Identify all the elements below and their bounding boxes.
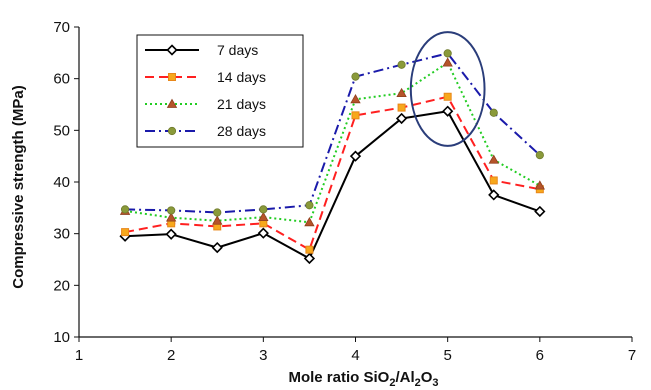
data-point xyxy=(488,154,499,164)
y-tick-label: 10 xyxy=(53,329,70,346)
data-point xyxy=(305,201,314,210)
x-title-part: /Al xyxy=(395,369,414,386)
data-point xyxy=(396,87,407,98)
x-title-sub: 2 xyxy=(389,377,395,389)
data-point xyxy=(121,228,130,237)
series-1 xyxy=(119,105,546,265)
data-point xyxy=(397,60,406,69)
data-point xyxy=(395,112,408,125)
legend: 7 days 14 days 21 days 28 days xyxy=(136,34,304,148)
data-point xyxy=(259,205,268,214)
data-point xyxy=(167,206,176,215)
legend-entry: 28 days xyxy=(145,123,266,139)
data-point xyxy=(535,151,544,160)
y-axis-title: Compressive strength (MPa) xyxy=(10,85,27,288)
data-point xyxy=(213,208,222,217)
data-point xyxy=(489,176,498,185)
x-tick-label: 3 xyxy=(259,347,267,364)
series-line xyxy=(124,95,541,251)
data-point xyxy=(488,189,500,201)
series-layer xyxy=(119,49,546,265)
series-line xyxy=(124,61,541,224)
legend-label: 28 days xyxy=(217,123,266,139)
series-4 xyxy=(120,49,544,217)
x-tick-label: 1 xyxy=(75,347,83,364)
legend-swatch-marker xyxy=(166,44,178,56)
data-point xyxy=(257,227,269,239)
data-point xyxy=(120,205,130,214)
data-point xyxy=(165,228,177,240)
data-point xyxy=(489,108,498,117)
y-tick-label: 50 xyxy=(53,122,70,139)
legend-entry: 14 days xyxy=(145,69,266,85)
data-point xyxy=(258,211,269,222)
legend-box xyxy=(136,34,304,148)
x-title-sub: 2 xyxy=(415,377,421,389)
data-point xyxy=(442,105,454,117)
data-point xyxy=(303,252,316,265)
data-point xyxy=(212,215,223,225)
data-point xyxy=(443,92,452,101)
legend-swatch-marker xyxy=(168,73,176,81)
data-point xyxy=(534,205,546,218)
legend-label: 21 days xyxy=(217,96,266,112)
data-point xyxy=(304,216,315,227)
data-point xyxy=(397,103,406,112)
data-point xyxy=(165,212,177,222)
axes: 10 20 30 40 50 60 70 1 2 3 4 5 6 7 xyxy=(53,19,636,364)
annotation-layer xyxy=(409,31,486,147)
legend-entry: 21 days xyxy=(145,96,266,112)
data-point xyxy=(442,57,453,67)
y-tick-label: 20 xyxy=(53,277,70,294)
data-point xyxy=(349,150,362,162)
x-axis-title: Mole ratio SiO2/Al2O3 xyxy=(288,369,438,389)
data-point xyxy=(305,245,314,254)
highlight-ellipse xyxy=(409,31,486,147)
series-line xyxy=(125,110,541,260)
x-title-part: Mole ratio SiO xyxy=(288,369,389,386)
x-title-sub: 3 xyxy=(432,377,438,389)
y-tick-label: 30 xyxy=(53,226,70,243)
y-tick-label: 60 xyxy=(53,71,70,88)
x-tick-label: 2 xyxy=(167,347,175,364)
legend-label: 14 days xyxy=(217,69,266,85)
legend-entry: 7 days xyxy=(145,42,258,58)
x-tick-label: 6 xyxy=(536,347,544,364)
x-title-part: O xyxy=(421,369,433,386)
x-tick-label: 7 xyxy=(628,347,636,364)
series-line xyxy=(125,52,541,214)
x-tick-label: 5 xyxy=(443,347,451,364)
data-point xyxy=(351,111,360,120)
x-tick-label: 4 xyxy=(351,347,359,364)
legend-swatch-marker xyxy=(166,98,178,108)
legend-swatch-marker xyxy=(167,126,177,136)
series-3 xyxy=(119,57,546,227)
data-point xyxy=(211,241,223,254)
data-point xyxy=(534,180,546,190)
data-point xyxy=(350,94,361,104)
legend-label: 7 days xyxy=(217,42,258,58)
y-tick-label: 70 xyxy=(53,19,70,36)
y-tick-label: 40 xyxy=(53,174,70,191)
data-point xyxy=(351,72,360,81)
data-point xyxy=(443,49,452,58)
